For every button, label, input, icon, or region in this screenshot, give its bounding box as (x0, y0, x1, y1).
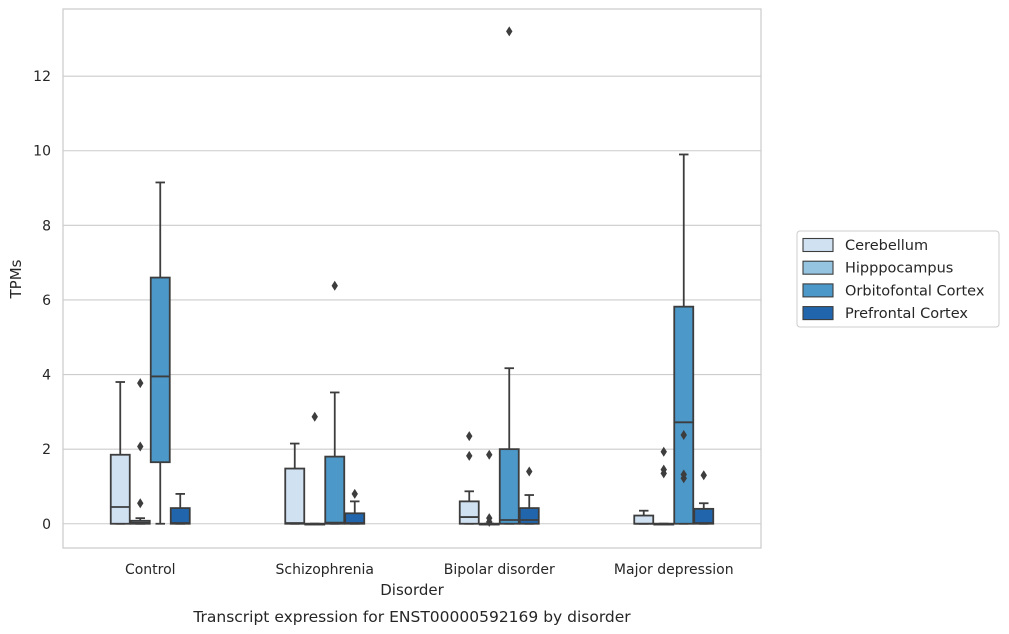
outlier-point (660, 464, 667, 475)
box-cerebellum (284, 442, 306, 525)
legend-swatch (802, 260, 834, 275)
box-prefrontal-cortex (169, 493, 191, 525)
box-cerebellum (633, 509, 655, 525)
box-body (284, 467, 306, 525)
legend-label: Orbitofontal Cortex (845, 283, 985, 299)
box-orbitofontal-cortex (498, 26, 520, 525)
box-body (498, 448, 520, 525)
box-hipppocampus (478, 449, 500, 527)
y-tick-label: 6 (42, 293, 51, 309)
outlier-point (680, 469, 687, 480)
chart-caption: Transcript expression for ENST0000059216… (192, 608, 631, 626)
legend-label: Prefrontal Cortex (845, 306, 968, 322)
box-body (518, 507, 540, 525)
y-tick-label: 12 (33, 69, 51, 85)
x-axis-label: Disorder (380, 581, 444, 599)
legend-label: Hipppocampus (845, 261, 953, 277)
legend-swatch (802, 306, 834, 321)
legend-swatch (802, 237, 834, 253)
legend-swatch (802, 283, 834, 298)
plot-frame (62, 8, 762, 549)
x-tick-label: Control (125, 562, 176, 578)
y-tick-label: 8 (42, 218, 51, 234)
legend: Cerebellum Hipppocampus Orbitofontal Corte… (796, 230, 1000, 328)
box-cerebellum (458, 431, 480, 525)
x-tick-labels: Control Schizophrenia Bipolar disorder Majo… (125, 562, 734, 578)
outlier-point (660, 446, 667, 457)
outlier-point (137, 441, 144, 452)
outlier-point (137, 378, 144, 389)
box-prefrontal-cortex (344, 488, 366, 525)
y-tick-labels: 0 2 4 6 8 10 12 (33, 69, 51, 533)
outlier-point (311, 411, 318, 422)
box-orbitofontal-cortex (324, 280, 346, 525)
box-prefrontal-cortex (518, 466, 540, 525)
y-tick-label: 10 (33, 144, 51, 160)
box-body (458, 500, 480, 525)
outlier-point (466, 431, 473, 442)
box-hipppocampus (653, 446, 675, 526)
outlier-point (486, 449, 493, 460)
outlier-point (506, 26, 513, 37)
box-body (673, 305, 695, 525)
y-tick-label: 2 (42, 442, 51, 458)
box-body (149, 276, 171, 464)
grid-lines (63, 75, 761, 525)
box-hipppocampus (129, 378, 151, 525)
outlier-point (351, 488, 358, 499)
box-prefrontal-cortex (693, 470, 715, 525)
outlier-point (526, 466, 533, 477)
box-body (169, 507, 191, 525)
box-body (324, 455, 346, 525)
outlier-point (137, 498, 144, 509)
y-tick-label: 4 (42, 368, 51, 384)
x-tick-label: Major depression (614, 562, 734, 578)
outlier-point (331, 280, 338, 291)
x-tick-label: Schizophrenia (276, 562, 374, 578)
box-cerebellum (109, 381, 131, 525)
box-body (693, 507, 715, 525)
outlier-point (486, 513, 493, 524)
box-body (633, 514, 655, 525)
box-layer (109, 26, 715, 527)
x-tick-label: Bipolar disorder (444, 562, 555, 578)
box-orbitofontal-cortex (673, 153, 695, 525)
box-orbitofontal-cortex (149, 181, 171, 525)
y-axis-label: TPMs (7, 259, 25, 299)
outlier-point (700, 470, 707, 481)
outlier-point (680, 429, 687, 440)
legend-label: Cerebellum (845, 238, 928, 254)
box-body (109, 453, 131, 525)
legend-frame (796, 230, 1000, 328)
outlier-point (466, 450, 473, 461)
box-hipppocampus (304, 411, 326, 526)
y-tick-label: 0 (42, 517, 51, 533)
